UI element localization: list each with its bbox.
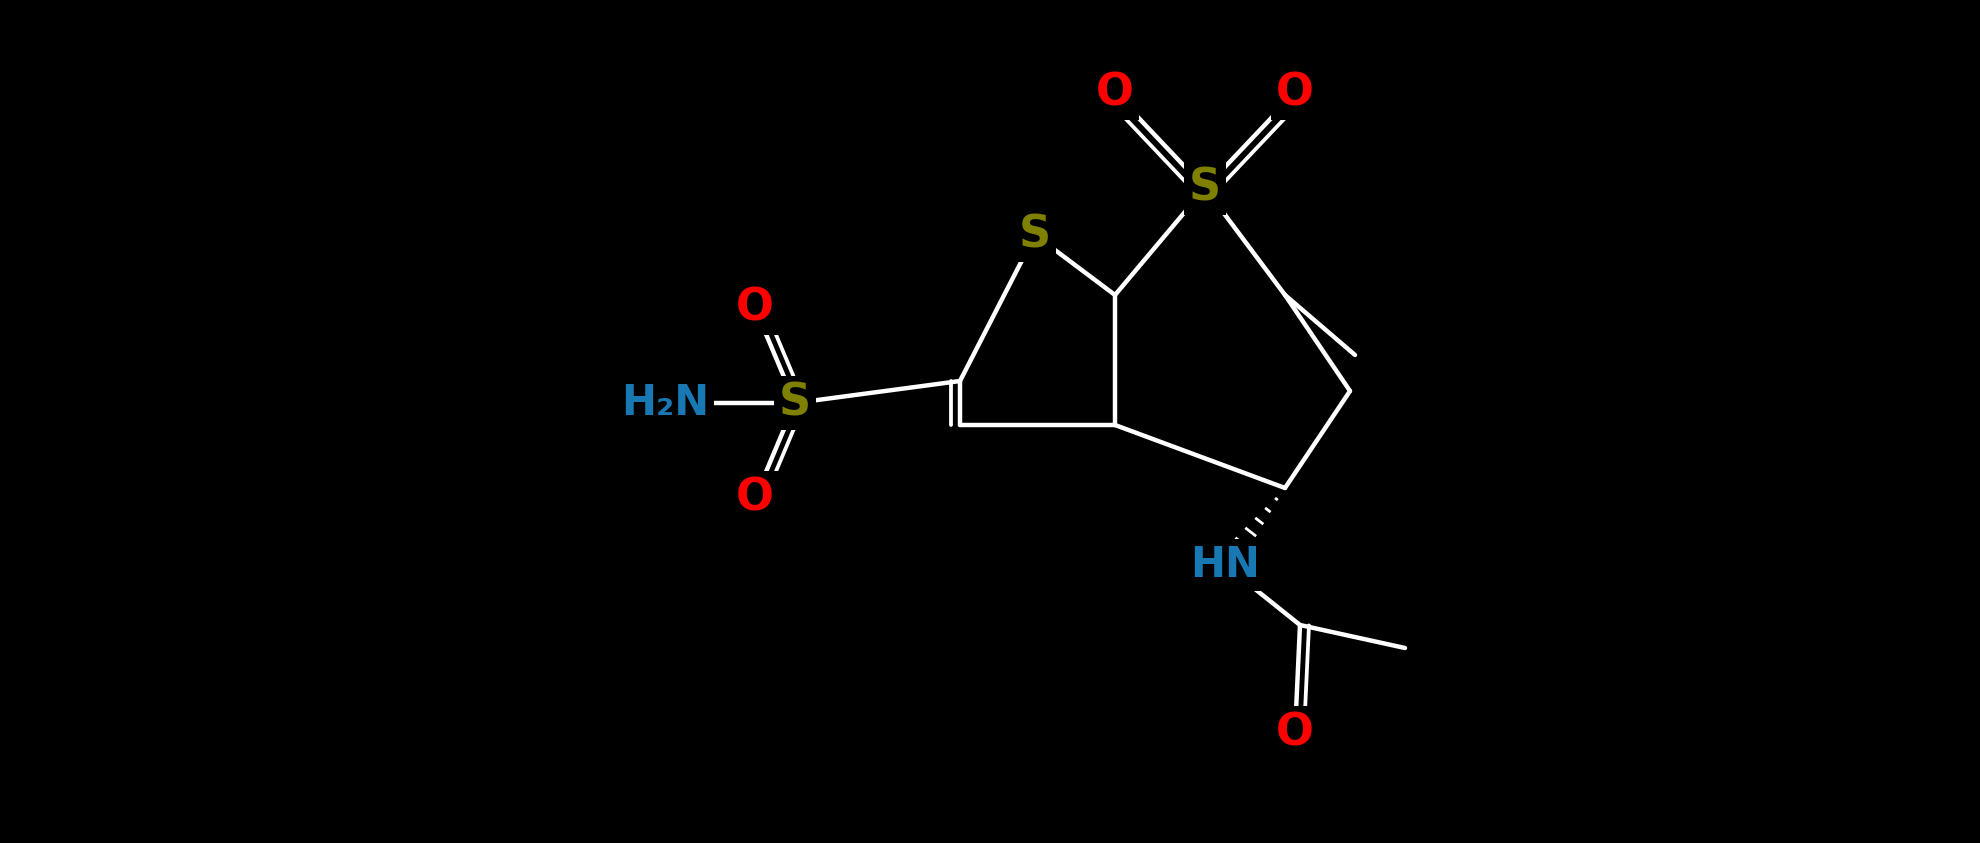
Text: S: S [778,382,812,425]
Text: HN: HN [1190,544,1259,586]
Text: H₂N: H₂N [622,382,709,424]
Text: O: O [1275,72,1315,115]
Text: O: O [737,287,774,330]
Text: O: O [1097,72,1135,115]
Text: O: O [737,476,774,519]
Text: O: O [1275,711,1315,754]
Text: S: S [1188,167,1222,210]
Text: S: S [1020,213,1051,256]
